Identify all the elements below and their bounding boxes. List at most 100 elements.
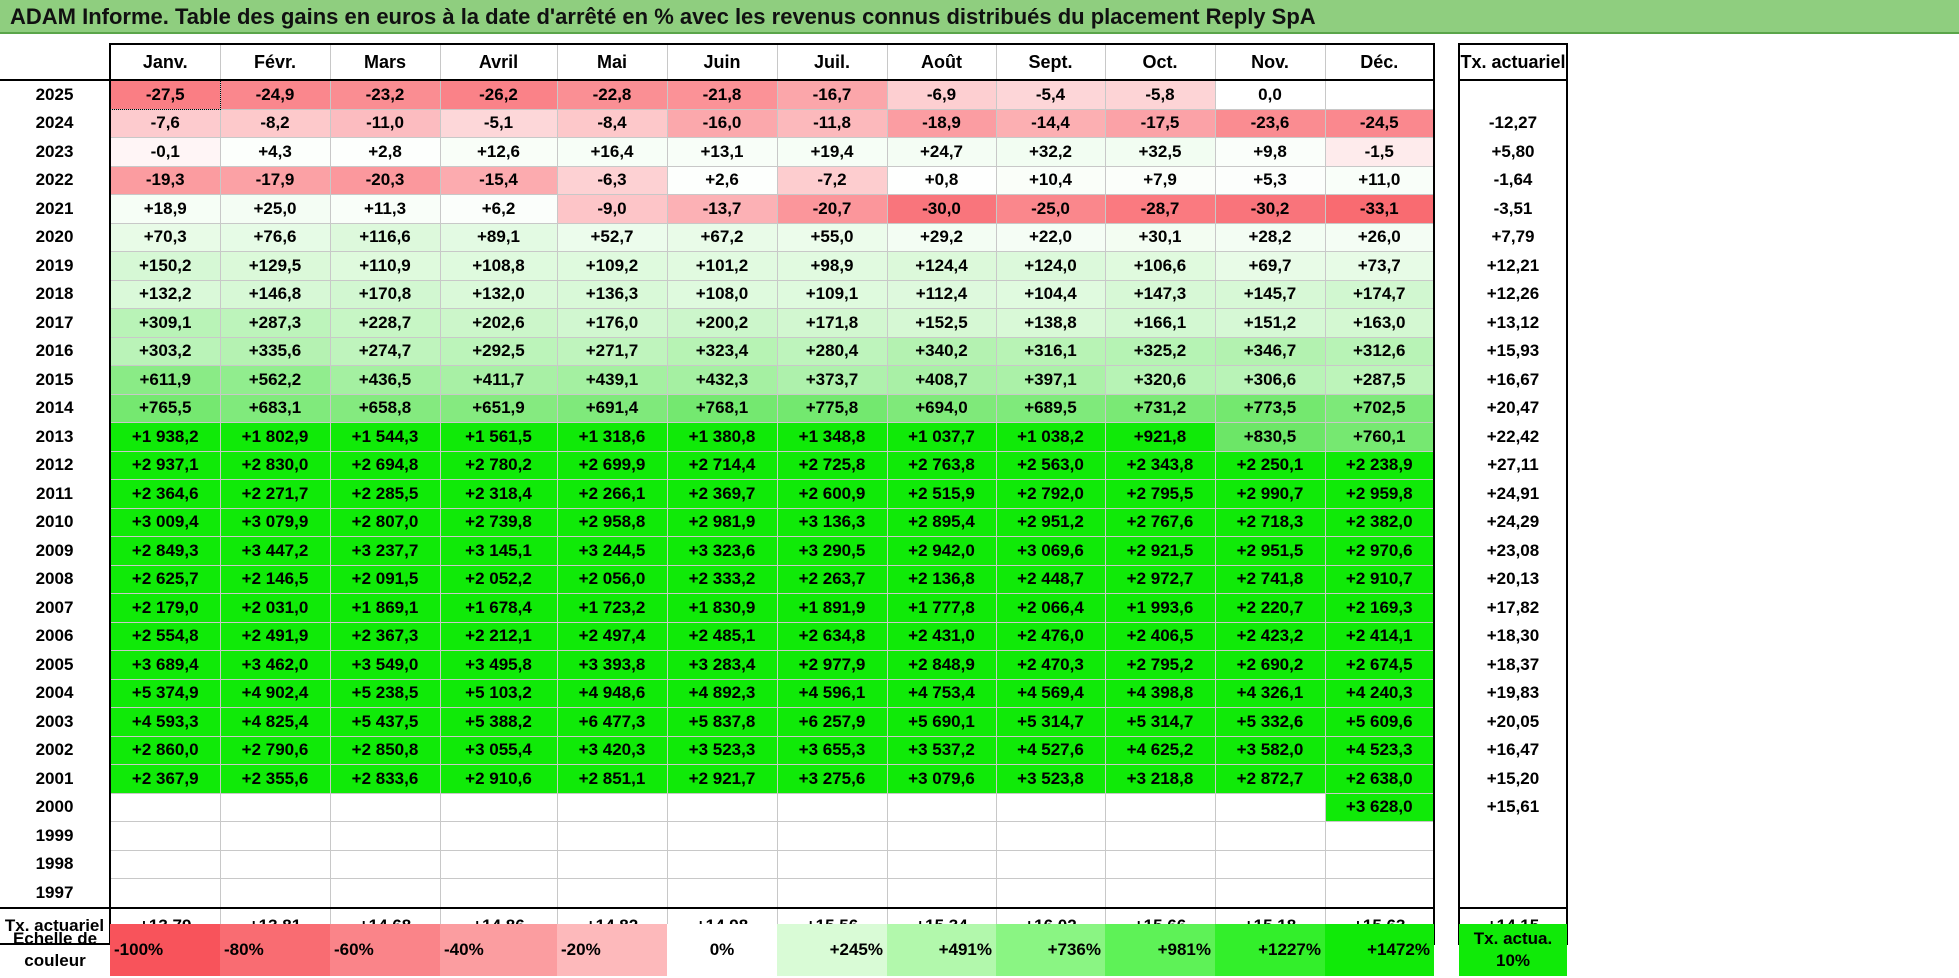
gain-cell: +2 970,6 xyxy=(1324,536,1435,566)
gain-cell: -13,7 xyxy=(666,194,778,224)
month-header: Oct. xyxy=(1104,43,1216,81)
gain-cell: -17,5 xyxy=(1104,108,1216,138)
gain-cell: +2 807,0 xyxy=(329,507,441,537)
year-label: 2018 xyxy=(35,284,74,304)
year-label: 2002 xyxy=(35,740,74,760)
month-header: Juin xyxy=(666,43,778,81)
gain-cell: +408,7 xyxy=(886,365,997,395)
gain-cell: +171,8 xyxy=(776,308,888,338)
gain-cell: -8,4 xyxy=(556,108,668,138)
month-header: Janv. xyxy=(109,43,221,81)
table-row: 2022 -19,3 -17,9 -20,3 -15,4 -6,3 +2,6 -7,2 +0,8… xyxy=(0,165,1568,195)
table-row: 2008 +2 625,7 +2 146,5 +2 091,5 +2 052,2 +2 0… xyxy=(0,564,1568,594)
gain-cell: +2 990,7 xyxy=(1214,479,1326,509)
gain-cell: +921,8 xyxy=(1104,422,1216,452)
gain-cell: +2 355,6 xyxy=(219,764,331,794)
gain-cell: +145,7 xyxy=(1214,279,1326,309)
gain-cell: +2 872,7 xyxy=(1214,764,1326,794)
gain-cell: +2 136,8 xyxy=(886,564,997,594)
gain-cell: +2 921,7 xyxy=(666,764,778,794)
gain-cell xyxy=(1324,79,1435,110)
gain-cell: -0,1 xyxy=(109,137,221,167)
gain-cell: +69,7 xyxy=(1214,251,1326,281)
gain-cell: +6,2 xyxy=(439,194,558,224)
gain-cell: +2 382,0 xyxy=(1324,507,1435,537)
column-gap xyxy=(1434,451,1459,480)
gain-cell: +3 582,0 xyxy=(1214,735,1326,765)
gain-cell: +651,9 xyxy=(439,393,558,423)
gain-cell: +1 380,8 xyxy=(666,422,778,452)
gain-cell: +432,3 xyxy=(666,365,778,395)
gain-cell xyxy=(109,821,221,851)
gain-cell: +2 318,4 xyxy=(439,479,558,509)
gain-cell: -30,2 xyxy=(1214,194,1326,224)
gain-cell: +24,7 xyxy=(886,137,997,167)
actuarial-header: Tx. actuariel xyxy=(1458,43,1568,81)
gain-cell: +70,3 xyxy=(109,222,221,252)
gain-cell xyxy=(666,792,778,822)
gain-cell xyxy=(886,849,997,879)
gain-cell xyxy=(995,821,1106,851)
column-gap xyxy=(1434,223,1459,252)
column-gap xyxy=(1434,679,1459,708)
gain-cell: +335,6 xyxy=(219,336,331,366)
year-label: 2015 xyxy=(35,369,74,389)
gain-cell: +760,1 xyxy=(1324,422,1435,452)
gain-cell: +2 367,9 xyxy=(109,764,221,794)
color-scale-step: -40% xyxy=(440,924,557,976)
gain-cell: +202,6 xyxy=(439,308,558,338)
gain-cell xyxy=(1214,849,1326,879)
gain-cell: -17,9 xyxy=(219,165,331,195)
gain-cell: +2 937,1 xyxy=(109,450,221,480)
gain-cell: +5,3 xyxy=(1214,165,1326,195)
color-scale-step: -20% xyxy=(557,924,667,976)
gain-cell: +1 318,6 xyxy=(556,422,668,452)
actuarial-rate-cell: +20,05 xyxy=(1458,707,1568,736)
gain-cell: +132,0 xyxy=(439,279,558,309)
gain-cell xyxy=(1104,792,1216,822)
actuarial-rate-cell: +22,42 xyxy=(1458,422,1568,451)
gain-cell: +11,0 xyxy=(1324,165,1435,195)
column-gap xyxy=(1434,251,1459,280)
table-row: 2006 +2 554,8 +2 491,9 +2 367,3 +2 212,1 +2 4… xyxy=(0,621,1568,651)
gain-cell: -16,0 xyxy=(666,108,778,138)
gain-cell: +200,2 xyxy=(666,308,778,338)
gain-cell: +312,6 xyxy=(1324,336,1435,366)
color-scale-step: +1472% xyxy=(1325,924,1434,976)
table-row: 2015 +611,9 +562,2 +436,5 +411,7 +439,1 +432,3… xyxy=(0,365,1568,395)
gain-cell: +129,5 xyxy=(219,251,331,281)
color-scale-step: -60% xyxy=(330,924,440,976)
month-header: Juil. xyxy=(776,43,888,81)
gain-cell: +5 388,2 xyxy=(439,707,558,737)
table-row: 2005 +3 689,4 +3 462,0 +3 549,0 +3 495,8 +3 3… xyxy=(0,650,1568,680)
gain-cell: +4 596,1 xyxy=(776,678,888,708)
gain-cell: +2 364,6 xyxy=(109,479,221,509)
gain-cell: +151,2 xyxy=(1214,308,1326,338)
gain-cell: +2 763,8 xyxy=(886,450,997,480)
gain-cell: +2 179,0 xyxy=(109,593,221,623)
gains-table: Janv. Févr. Mars Avril Mai Juin Juil. Août Sept.… xyxy=(0,43,1568,945)
gain-cell: +152,5 xyxy=(886,308,997,338)
gain-cell: +5 374,9 xyxy=(109,678,221,708)
table-row: 2002 +2 860,0 +2 790,6 +2 850,8 +3 055,4 +3 4… xyxy=(0,735,1568,765)
actuarial-rate-cell: +7,79 xyxy=(1458,223,1568,252)
gain-cell: +775,8 xyxy=(776,393,888,423)
table-row: 2000 +3 628,0 +15,61 xyxy=(0,792,1568,822)
gain-cell: +731,2 xyxy=(1104,393,1216,423)
gain-cell: +2 951,5 xyxy=(1214,536,1326,566)
gain-cell: +3 079,9 xyxy=(219,507,331,537)
gain-cell: +76,6 xyxy=(219,222,331,252)
gain-cell: +1 938,2 xyxy=(109,422,221,452)
table-row: 2011 +2 364,6 +2 271,7 +2 285,5 +2 318,4 +2 2… xyxy=(0,479,1568,509)
gain-cell xyxy=(1104,878,1216,908)
gain-cell: +773,5 xyxy=(1214,393,1326,423)
column-gap xyxy=(1434,650,1459,679)
summary-label: Tx. actuariel xyxy=(0,906,110,945)
gain-cell: +5 103,2 xyxy=(439,678,558,708)
gain-cell: +2 497,4 xyxy=(556,621,668,651)
gain-cell: +2 343,8 xyxy=(1104,450,1216,480)
gain-cell: +2 638,0 xyxy=(1324,764,1435,794)
table-row: 2013 +1 938,2 +1 802,9 +1 544,3 +1 561,5 +1 3… xyxy=(0,422,1568,452)
gain-cell xyxy=(219,878,331,908)
gain-cell: +1 830,9 xyxy=(666,593,778,623)
